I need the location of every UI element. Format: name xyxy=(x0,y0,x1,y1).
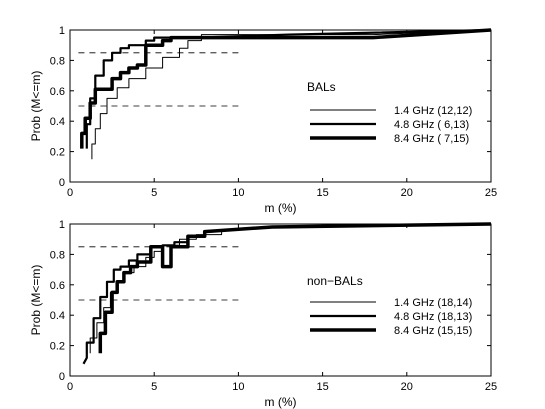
y-tick-label: 0.2 xyxy=(50,147,65,159)
x-tick-label: 10 xyxy=(232,187,244,199)
y-tick-label: 0.8 xyxy=(50,249,65,261)
series-line-3 xyxy=(80,28,492,149)
chart-panel-1: 0 5 10 15 20 25 0 0.2 0.4 0.6 0.8 1 m (%) Prob (M<=m)… xyxy=(29,25,497,215)
y-tick-label: 1 xyxy=(59,219,65,231)
x-tick-label: 10 xyxy=(232,381,244,393)
y-axis-label: Prob (M<=m) xyxy=(29,71,43,142)
x-tick-label: 20 xyxy=(401,187,413,199)
y-tick-label: 0.2 xyxy=(50,341,65,353)
y-tick-label: 0.6 xyxy=(50,86,65,98)
legend-label-3: 8.4 GHz ( 7,15) xyxy=(394,133,469,145)
y-tick-label: 0.8 xyxy=(50,55,65,67)
legend-label-2: 4.8 GHz ( 6,13) xyxy=(394,119,469,131)
y-tick-label: 0.4 xyxy=(50,310,65,322)
x-tick-label: 15 xyxy=(316,187,328,199)
series-line-1 xyxy=(91,29,492,160)
legend-label-1: 1.4 GHz (18,14) xyxy=(394,297,472,309)
legend-label-3: 8.4 GHz (15,15) xyxy=(394,325,472,337)
x-tick-label: 5 xyxy=(151,187,157,199)
x-tick-label: 25 xyxy=(485,187,497,199)
series-line-2 xyxy=(82,222,492,365)
series-line-2 xyxy=(85,28,492,149)
plot-frame xyxy=(69,29,492,183)
y-axis-label: Prob (M<=m) xyxy=(29,265,43,336)
y-tick-label: 1 xyxy=(59,25,65,37)
series-line-3 xyxy=(98,222,492,354)
legend-label-1: 1.4 GHz (12,12) xyxy=(394,105,472,117)
x-tick-label: 5 xyxy=(151,381,157,393)
x-tick-label: 25 xyxy=(485,381,497,393)
chart-panel-2: 0 5 10 15 20 25 0 0.2 0.4 0.6 0.8 1 m (%) Prob (M<=m)… xyxy=(29,219,497,409)
plot-frame xyxy=(69,223,492,377)
legend-label-2: 4.8 GHz (18,13) xyxy=(394,311,472,323)
x-axis-label: m (%) xyxy=(265,395,297,409)
x-axis-label: m (%) xyxy=(265,201,297,215)
panel-annotation: BALs xyxy=(307,80,336,94)
x-tick-label: 15 xyxy=(316,381,328,393)
x-tick-label: 20 xyxy=(401,381,413,393)
x-tick-label: 0 xyxy=(67,187,73,199)
x-tick-label: 0 xyxy=(67,381,73,393)
y-tick-label: 0 xyxy=(59,177,65,189)
y-tick-label: 0.4 xyxy=(50,116,65,128)
y-tick-label: 0 xyxy=(59,371,65,383)
y-tick-label: 0.6 xyxy=(50,280,65,292)
panel-annotation: non−BALs xyxy=(307,274,363,288)
